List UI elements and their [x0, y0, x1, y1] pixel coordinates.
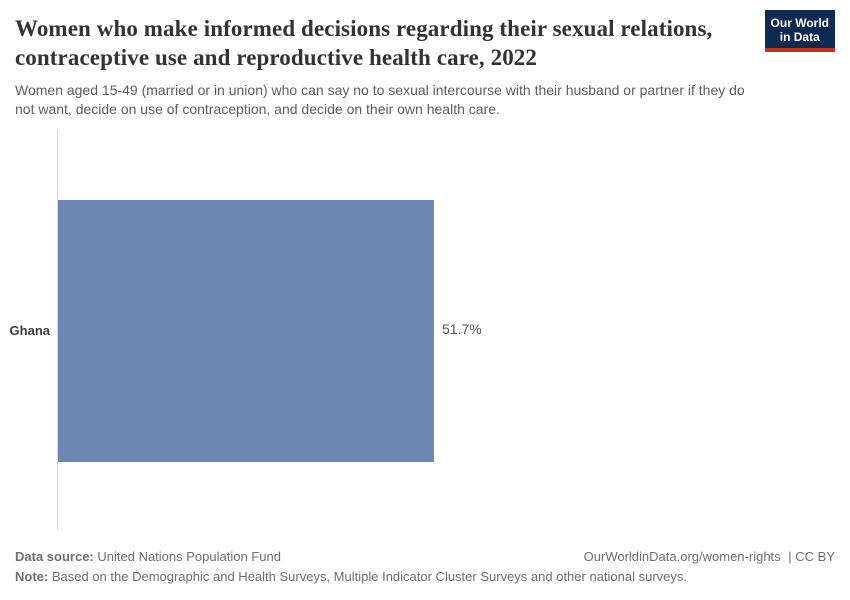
footer: Data source: United Nations Population F…	[15, 547, 835, 587]
note-text: Based on the Demographic and Health Surv…	[51, 569, 688, 584]
chart-title: Women who make informed decisions regard…	[15, 16, 713, 70]
data-source-value: United Nations Population Fund	[97, 549, 281, 564]
footer-left: Data source: United Nations Population F…	[15, 547, 835, 587]
bar-ghana[interactable]	[58, 200, 434, 462]
owid-logo[interactable]: Our World in Data	[764, 10, 835, 52]
owid-logo-line1: Our World	[770, 16, 829, 30]
footer-right: OurWorldinData.org/women-rights | CC BY	[584, 547, 835, 567]
bar-value-label: 51.7%	[442, 321, 482, 337]
data-source-label: Data source:	[15, 549, 94, 564]
data-source-line: Data source: United Nations Population F…	[15, 547, 835, 567]
note-line: Note: Based on the Demographic and Healt…	[15, 567, 835, 587]
bar-chart-plot: Ghana 51.7%	[0, 130, 850, 530]
license-text: | CC BY	[788, 549, 835, 564]
chart-header: Women who make informed decisions regard…	[15, 14, 763, 119]
chart-subtitle: Women aged 15-49 (married or in union) w…	[15, 82, 745, 117]
owid-url-link[interactable]: OurWorldinData.org/women-rights	[583, 549, 781, 564]
y-axis-line	[57, 130, 58, 530]
owid-logo-line2: in Data	[779, 30, 820, 44]
entity-label-ghana: Ghana	[9, 323, 50, 338]
note-label: Note:	[15, 569, 49, 584]
